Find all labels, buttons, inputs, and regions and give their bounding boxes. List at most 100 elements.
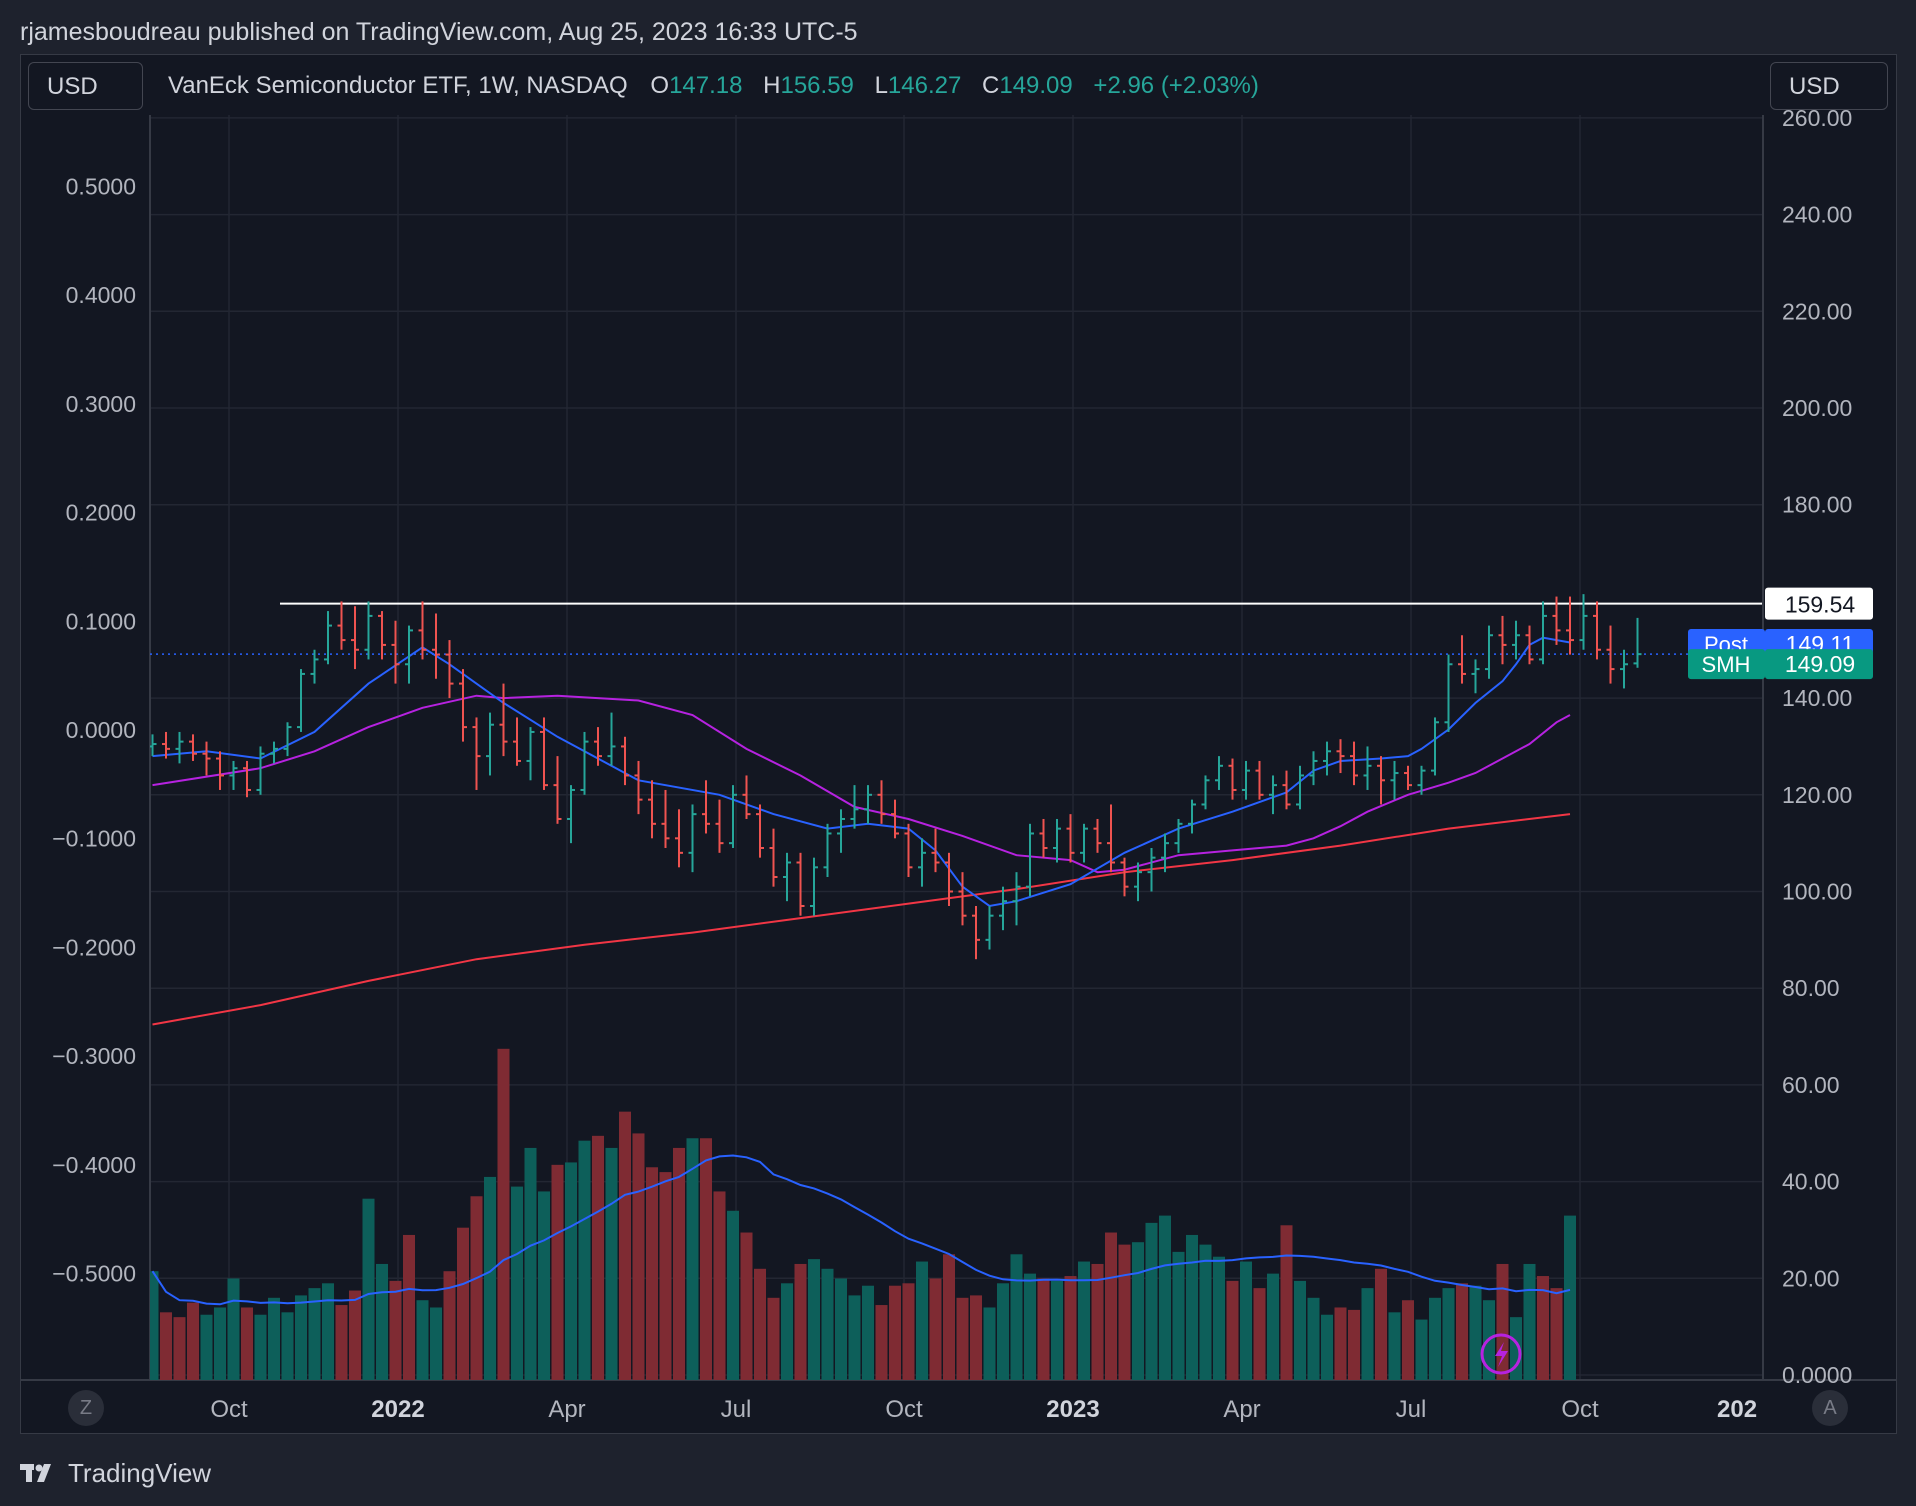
right-currency-button[interactable]: USD xyxy=(1770,62,1888,110)
right-axis-label: 80.00 xyxy=(1782,975,1840,1001)
right-axis-label: 140.00 xyxy=(1782,685,1852,711)
volume-bar xyxy=(470,1196,483,1380)
zoom-z-button[interactable]: Z xyxy=(68,1390,104,1426)
high-value: 156.59 xyxy=(780,72,854,99)
volume-bar xyxy=(1051,1280,1063,1380)
volume-bar xyxy=(1348,1309,1360,1380)
volume-bar xyxy=(295,1295,307,1380)
publish-line: rjamesboudreau published on TradingView.… xyxy=(20,18,858,46)
volume-bar xyxy=(1496,1263,1509,1380)
volume-bar xyxy=(1388,1312,1401,1380)
right-axis-label: 100.00 xyxy=(1782,879,1852,905)
volume-bar xyxy=(187,1302,199,1380)
left-axis: 0.5000 0.4000 0.3000 0.2000 0.1000 0.0000 −0.1… xyxy=(52,174,136,1287)
volume-bar xyxy=(983,1307,996,1380)
volume-bar xyxy=(970,1295,982,1380)
right-axis-label: 40.00 xyxy=(1782,1169,1840,1195)
time-axis: Oct 2022 Apr Jul Oct 2023 Apr Jul Oct 202 xyxy=(210,1396,1757,1423)
volume-bar xyxy=(1064,1276,1077,1380)
volume-bar xyxy=(1523,1263,1536,1380)
volume-bar xyxy=(889,1285,901,1380)
volume-bar xyxy=(632,1133,645,1380)
volume-bar xyxy=(821,1268,834,1380)
volume-bar xyxy=(1294,1280,1306,1380)
volume-bar xyxy=(1334,1307,1347,1380)
volume-bar xyxy=(875,1305,888,1380)
left-axis-label: −0.3000 xyxy=(52,1043,136,1069)
left-axis-label: 0.1000 xyxy=(66,608,136,634)
volume-bar xyxy=(1469,1285,1482,1380)
footer-brand: TradingView xyxy=(68,1457,212,1488)
left-axis-label: 0.5000 xyxy=(66,174,136,200)
volume-bar xyxy=(403,1234,415,1380)
tradingview-logo-icon xyxy=(20,1462,58,1484)
volume-bar xyxy=(1307,1297,1320,1380)
volume-bar xyxy=(1199,1244,1212,1380)
axis-lines xyxy=(20,115,1897,1381)
volume-bar xyxy=(997,1283,1009,1380)
volume-bar xyxy=(1078,1261,1090,1380)
level-price-tag xyxy=(1765,587,1873,620)
auto-scale-button[interactable]: A xyxy=(1812,1390,1848,1426)
volume-bar xyxy=(1226,1280,1239,1380)
time-axis-label: 2022 xyxy=(371,1396,424,1423)
left-axis-label: −0.4000 xyxy=(52,1152,136,1178)
volume-bar xyxy=(1429,1297,1441,1380)
time-axis-label: Oct xyxy=(210,1396,248,1423)
volume-bar xyxy=(902,1283,915,1380)
volume-bar xyxy=(956,1297,969,1380)
volume-bar xyxy=(362,1198,375,1380)
volume-bar xyxy=(241,1307,253,1380)
right-axis-label: 20.00 xyxy=(1782,1265,1840,1291)
volume-bar xyxy=(673,1147,685,1380)
open-value: 147.18 xyxy=(669,72,743,99)
volume-bar xyxy=(1537,1276,1549,1380)
volume-bars xyxy=(150,1048,1576,1380)
volume-bar xyxy=(1010,1254,1023,1380)
volume-bar xyxy=(619,1111,631,1380)
sma-mid-line xyxy=(152,694,1571,874)
high-label: H xyxy=(763,72,781,99)
lightning-button[interactable] xyxy=(1480,1333,1522,1375)
left-currency-button[interactable]: USD xyxy=(28,62,143,110)
time-axis-label: Jul xyxy=(1396,1396,1427,1423)
close-value: 149.09 xyxy=(999,72,1073,99)
time-axis-label: Apr xyxy=(1223,1396,1260,1423)
symbol-line: VanEck Semiconductor ETF, 1W, NASDAQ xyxy=(168,72,628,99)
volume-bar xyxy=(1510,1317,1522,1380)
volume-bar xyxy=(929,1278,942,1380)
low-value: 146.27 xyxy=(887,72,962,99)
volume-bar xyxy=(281,1312,294,1380)
volume-bar xyxy=(1024,1273,1036,1380)
right-axis: 260.00240.00220.00200.00180.00140.00120.… xyxy=(1782,105,1852,1388)
volume-bar xyxy=(1550,1288,1563,1380)
low-label: L xyxy=(874,72,888,99)
volume-bar xyxy=(254,1314,267,1380)
volume-bar xyxy=(1280,1225,1293,1380)
volume-bar xyxy=(808,1259,820,1380)
left-axis-label: 0.0000 xyxy=(66,717,136,743)
time-axis-label: 2023 xyxy=(1046,1396,1099,1423)
volume-bar xyxy=(1172,1251,1185,1380)
volume-bar xyxy=(1402,1300,1414,1380)
volume-bar xyxy=(700,1138,712,1380)
horizontal-level xyxy=(150,602,1762,655)
level-price-text: 159.54 xyxy=(1785,592,1856,618)
volume-bar xyxy=(173,1317,186,1380)
volume-bar xyxy=(1456,1283,1468,1380)
volume-bar xyxy=(227,1278,240,1380)
volume-bar xyxy=(551,1164,564,1380)
volume-bar xyxy=(484,1176,496,1380)
volume-bar xyxy=(322,1283,334,1380)
footer: TradingView xyxy=(20,1453,211,1493)
volume-bar xyxy=(686,1138,699,1380)
close-label: C xyxy=(982,72,1000,99)
sma-short-line xyxy=(152,636,1571,908)
volume-bar xyxy=(430,1307,442,1380)
volume-bar xyxy=(1186,1234,1198,1380)
volume-bar xyxy=(1361,1288,1374,1380)
volume-bar xyxy=(1442,1288,1455,1380)
moving-averages xyxy=(152,636,1571,1026)
